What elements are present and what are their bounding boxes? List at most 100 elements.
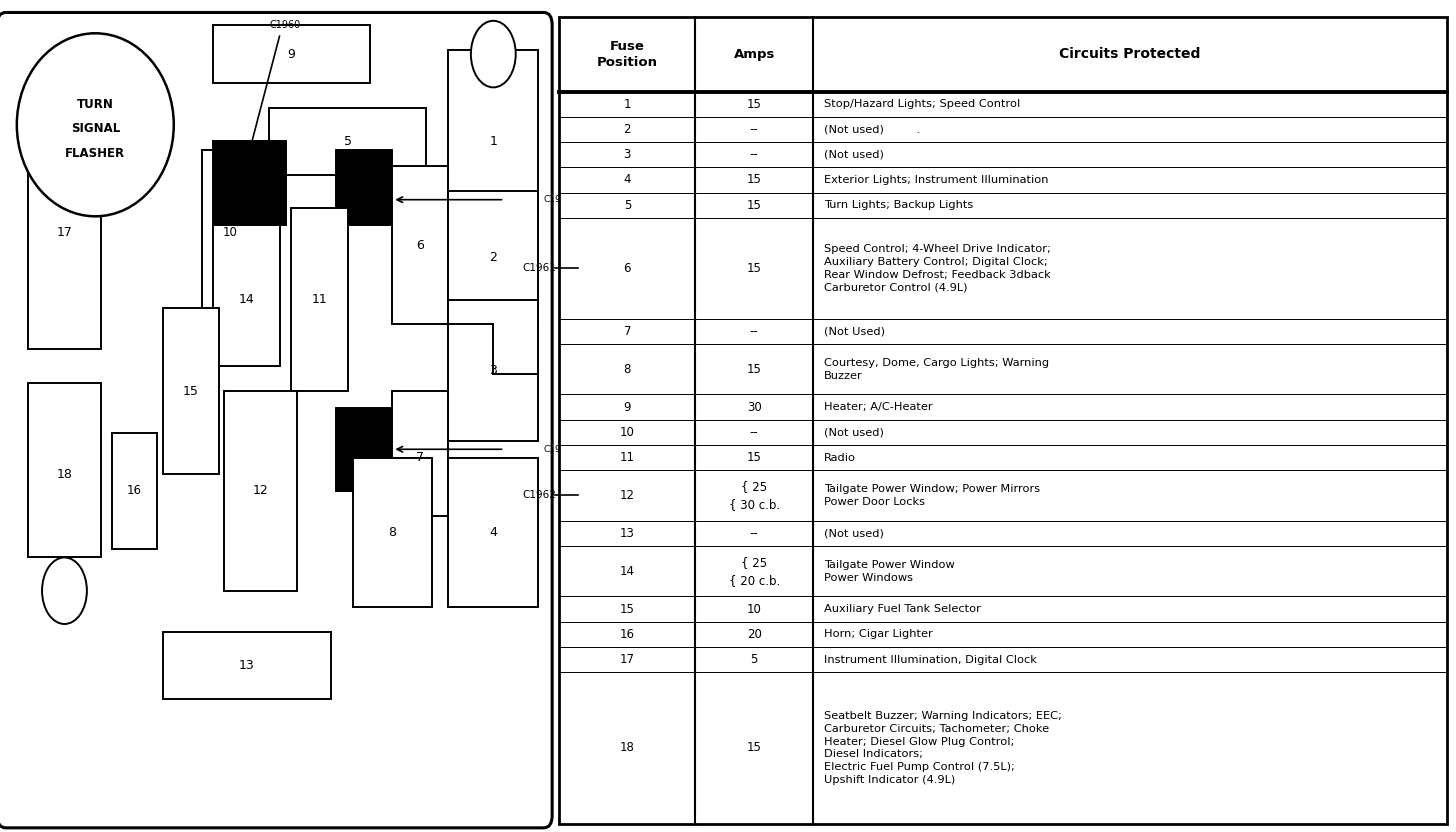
Bar [448, 300, 539, 441]
Text: 15: 15 [747, 97, 761, 111]
Bar [163, 632, 331, 699]
Text: C1960: C1960 [269, 20, 300, 30]
Text: 18: 18 [620, 741, 635, 755]
Bar [448, 50, 539, 233]
Bar [393, 391, 448, 516]
Text: (Not used)         .: (Not used) . [824, 125, 920, 135]
Text: 5: 5 [750, 653, 757, 666]
Text: Circuits Protected: Circuits Protected [1060, 47, 1201, 61]
Text: 14: 14 [620, 565, 635, 577]
Text: { 25
{ 20 c.b.: { 25 { 20 c.b. [728, 556, 780, 587]
Text: --: -- [750, 426, 759, 438]
Text: { 25
{ 30 c.b.: { 25 { 30 c.b. [728, 480, 780, 511]
Text: Exterior Lights; Instrument Illumination: Exterior Lights; Instrument Illumination [824, 175, 1048, 185]
Bar [269, 108, 427, 175]
Text: Stop/Hazard Lights; Speed Control: Stop/Hazard Lights; Speed Control [824, 99, 1021, 109]
Text: 11: 11 [620, 451, 635, 464]
Bar [163, 308, 218, 474]
Text: 7: 7 [416, 451, 424, 464]
Text: Seatbelt Buzzer; Warning Indicators; EEC;
Carburetor Circuits; Tachometer; Choke: Seatbelt Buzzer; Warning Indicators; EEC… [824, 711, 1061, 785]
Text: C1961: C1961 [523, 263, 556, 273]
Text: C1961: C1961 [543, 196, 574, 204]
Text: Courtesy, Dome, Cargo Lights; Warning
Buzzer: Courtesy, Dome, Cargo Lights; Warning Bu… [824, 358, 1048, 380]
Bar [28, 383, 100, 557]
FancyBboxPatch shape [0, 12, 552, 828]
Text: 12: 12 [253, 484, 268, 498]
Text: 15: 15 [747, 363, 761, 376]
Text: 20: 20 [747, 628, 761, 641]
Bar [448, 458, 539, 607]
Text: SIGNAL: SIGNAL [71, 122, 119, 136]
Text: 3: 3 [489, 364, 498, 377]
Text: 9: 9 [287, 47, 296, 61]
Bar [28, 116, 100, 349]
Text: Radio: Radio [824, 453, 856, 463]
Text: 8: 8 [389, 526, 396, 539]
Text: 15: 15 [747, 262, 761, 275]
Text: Amps: Amps [734, 47, 775, 61]
Text: --: -- [750, 123, 759, 136]
Text: Speed Control; 4-Wheel Drive Indicator;
Auxiliary Battery Control; Digital Clock: Speed Control; 4-Wheel Drive Indicator; … [824, 244, 1051, 293]
Text: 9: 9 [623, 400, 630, 414]
Text: Horn; Cigar Lighter: Horn; Cigar Lighter [824, 629, 933, 639]
Bar [202, 150, 258, 316]
Text: 1: 1 [489, 135, 498, 148]
Text: 2: 2 [623, 123, 630, 136]
Text: FLASHER: FLASHER [66, 147, 125, 161]
Text: TURN: TURN [77, 97, 114, 111]
Bar [213, 25, 370, 83]
Bar [393, 166, 448, 324]
Bar [291, 208, 348, 391]
Circle shape [470, 21, 515, 87]
Text: 16: 16 [620, 628, 635, 641]
Text: 7: 7 [623, 324, 630, 338]
Text: 6: 6 [623, 262, 630, 275]
Text: 4: 4 [489, 526, 498, 539]
Text: 8: 8 [623, 363, 630, 376]
Text: Instrument Illumination, Digital Clock: Instrument Illumination, Digital Clock [824, 655, 1037, 665]
Text: --: -- [750, 324, 759, 338]
Text: 17: 17 [620, 653, 635, 666]
Text: Auxiliary Fuel Tank Selector: Auxiliary Fuel Tank Selector [824, 604, 981, 614]
Text: 13: 13 [239, 659, 255, 672]
Bar [448, 324, 494, 374]
Text: 15: 15 [747, 199, 761, 211]
Text: (Not used): (Not used) [824, 428, 884, 438]
Text: 5: 5 [344, 135, 351, 148]
Text: Turn Lights; Backup Lights: Turn Lights; Backup Lights [824, 201, 973, 210]
Text: C1962: C1962 [523, 491, 556, 501]
Text: 15: 15 [747, 741, 761, 755]
Text: 17: 17 [57, 226, 73, 240]
Bar [224, 391, 297, 591]
Text: --: -- [750, 148, 759, 161]
Bar [213, 225, 281, 366]
Text: 12: 12 [620, 489, 635, 502]
Text: (Not Used): (Not Used) [824, 326, 885, 336]
Text: 10: 10 [223, 226, 237, 240]
Text: 2: 2 [489, 251, 498, 265]
Bar [336, 408, 393, 491]
Text: 15: 15 [182, 384, 198, 398]
Text: 14: 14 [239, 293, 255, 306]
Text: 13: 13 [620, 527, 635, 540]
Text: 11: 11 [312, 293, 328, 306]
Text: 16: 16 [127, 484, 143, 498]
Text: Tailgate Power Window
Power Windows: Tailgate Power Window Power Windows [824, 560, 955, 582]
Circle shape [42, 557, 87, 624]
Text: 15: 15 [747, 451, 761, 464]
Text: Heater; A/C-Heater: Heater; A/C-Heater [824, 402, 932, 412]
Text: 3: 3 [623, 148, 630, 161]
Text: (Not used): (Not used) [824, 150, 884, 160]
Bar [448, 191, 539, 324]
Text: 4: 4 [623, 173, 630, 186]
Text: 1: 1 [623, 97, 630, 111]
Bar [354, 458, 431, 607]
Text: Fuse
Position: Fuse Position [597, 40, 658, 68]
Text: 30: 30 [747, 400, 761, 414]
Text: --: -- [750, 527, 759, 540]
Bar [112, 433, 157, 549]
Text: (Not used): (Not used) [824, 528, 884, 538]
Text: 18: 18 [57, 468, 73, 481]
Bar [213, 141, 285, 225]
Text: C1962: C1962 [543, 445, 572, 453]
